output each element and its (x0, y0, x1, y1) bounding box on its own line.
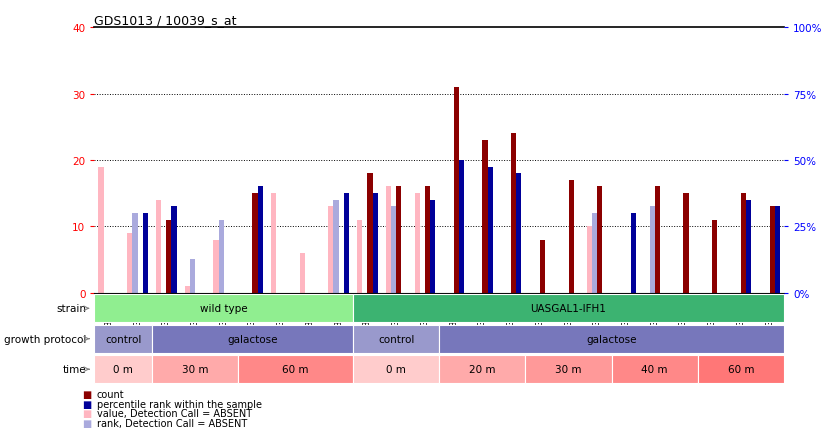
Bar (459, 161, 464, 293)
FancyBboxPatch shape (353, 355, 439, 383)
Bar (132, 214, 138, 293)
Bar (655, 187, 660, 293)
Bar (683, 194, 689, 293)
Bar (713, 220, 718, 293)
Text: percentile rank within the sample: percentile rank within the sample (97, 399, 262, 408)
Bar (190, 260, 195, 293)
Bar (333, 200, 339, 293)
Bar (218, 220, 224, 293)
FancyBboxPatch shape (94, 325, 152, 353)
FancyBboxPatch shape (94, 355, 152, 383)
FancyBboxPatch shape (353, 295, 784, 322)
FancyBboxPatch shape (698, 355, 784, 383)
Text: galactose: galactose (586, 334, 637, 344)
Bar (213, 240, 218, 293)
Bar (587, 227, 592, 293)
Bar (386, 187, 391, 293)
Bar (598, 187, 603, 293)
FancyBboxPatch shape (439, 325, 784, 353)
Bar (425, 187, 430, 293)
FancyBboxPatch shape (612, 355, 698, 383)
Text: count: count (97, 389, 125, 399)
Bar (397, 187, 401, 293)
Bar (770, 207, 775, 293)
Bar (511, 134, 516, 293)
Bar (253, 194, 258, 293)
Text: 30 m: 30 m (555, 365, 582, 374)
FancyBboxPatch shape (238, 355, 353, 383)
FancyBboxPatch shape (94, 295, 353, 322)
Text: 0 m: 0 m (113, 365, 133, 374)
Bar (172, 207, 177, 293)
Bar (631, 214, 636, 293)
Bar (368, 174, 373, 293)
Bar (344, 194, 349, 293)
Bar (516, 174, 521, 293)
Text: GDS1013 / 10039_s_at: GDS1013 / 10039_s_at (94, 14, 237, 27)
Text: wild type: wild type (200, 304, 248, 313)
Bar (185, 286, 190, 293)
Bar (258, 187, 263, 293)
Text: 40 m: 40 m (641, 365, 668, 374)
Bar (569, 181, 574, 293)
FancyBboxPatch shape (525, 355, 612, 383)
Bar (415, 194, 420, 293)
FancyBboxPatch shape (353, 325, 439, 353)
Text: 60 m: 60 m (727, 365, 754, 374)
Bar (99, 167, 103, 293)
Bar (391, 207, 397, 293)
FancyBboxPatch shape (439, 355, 525, 383)
Bar (649, 207, 655, 293)
Bar (300, 253, 305, 293)
Text: 0 m: 0 m (386, 365, 406, 374)
Bar (454, 88, 459, 293)
Bar (328, 207, 333, 293)
Text: 20 m: 20 m (469, 365, 496, 374)
Bar (483, 141, 488, 293)
Bar (156, 200, 161, 293)
Bar (430, 200, 435, 293)
Bar (775, 207, 780, 293)
Text: control: control (105, 334, 141, 344)
Text: control: control (378, 334, 415, 344)
Bar (357, 220, 362, 293)
Text: ■: ■ (82, 418, 91, 427)
Text: rank, Detection Call = ABSENT: rank, Detection Call = ABSENT (97, 418, 247, 427)
Bar (143, 214, 148, 293)
Text: 30 m: 30 m (181, 365, 209, 374)
Bar (741, 194, 746, 293)
Text: strain: strain (56, 304, 86, 313)
Bar (540, 240, 545, 293)
Bar (488, 167, 493, 293)
Bar (746, 200, 751, 293)
Text: ■: ■ (82, 389, 91, 399)
Bar (167, 220, 172, 293)
Bar (373, 194, 378, 293)
FancyBboxPatch shape (152, 355, 238, 383)
Bar (271, 194, 276, 293)
FancyBboxPatch shape (152, 325, 353, 353)
Text: value, Detection Call = ABSENT: value, Detection Call = ABSENT (97, 408, 252, 418)
Text: ■: ■ (82, 399, 91, 408)
Bar (127, 233, 132, 293)
Text: growth protocol: growth protocol (4, 334, 86, 344)
Text: ■: ■ (82, 408, 91, 418)
Text: 60 m: 60 m (282, 365, 309, 374)
Text: time: time (62, 365, 86, 374)
Text: UASGAL1-IFH1: UASGAL1-IFH1 (530, 304, 607, 313)
Bar (592, 214, 598, 293)
Text: galactose: galactose (227, 334, 277, 344)
